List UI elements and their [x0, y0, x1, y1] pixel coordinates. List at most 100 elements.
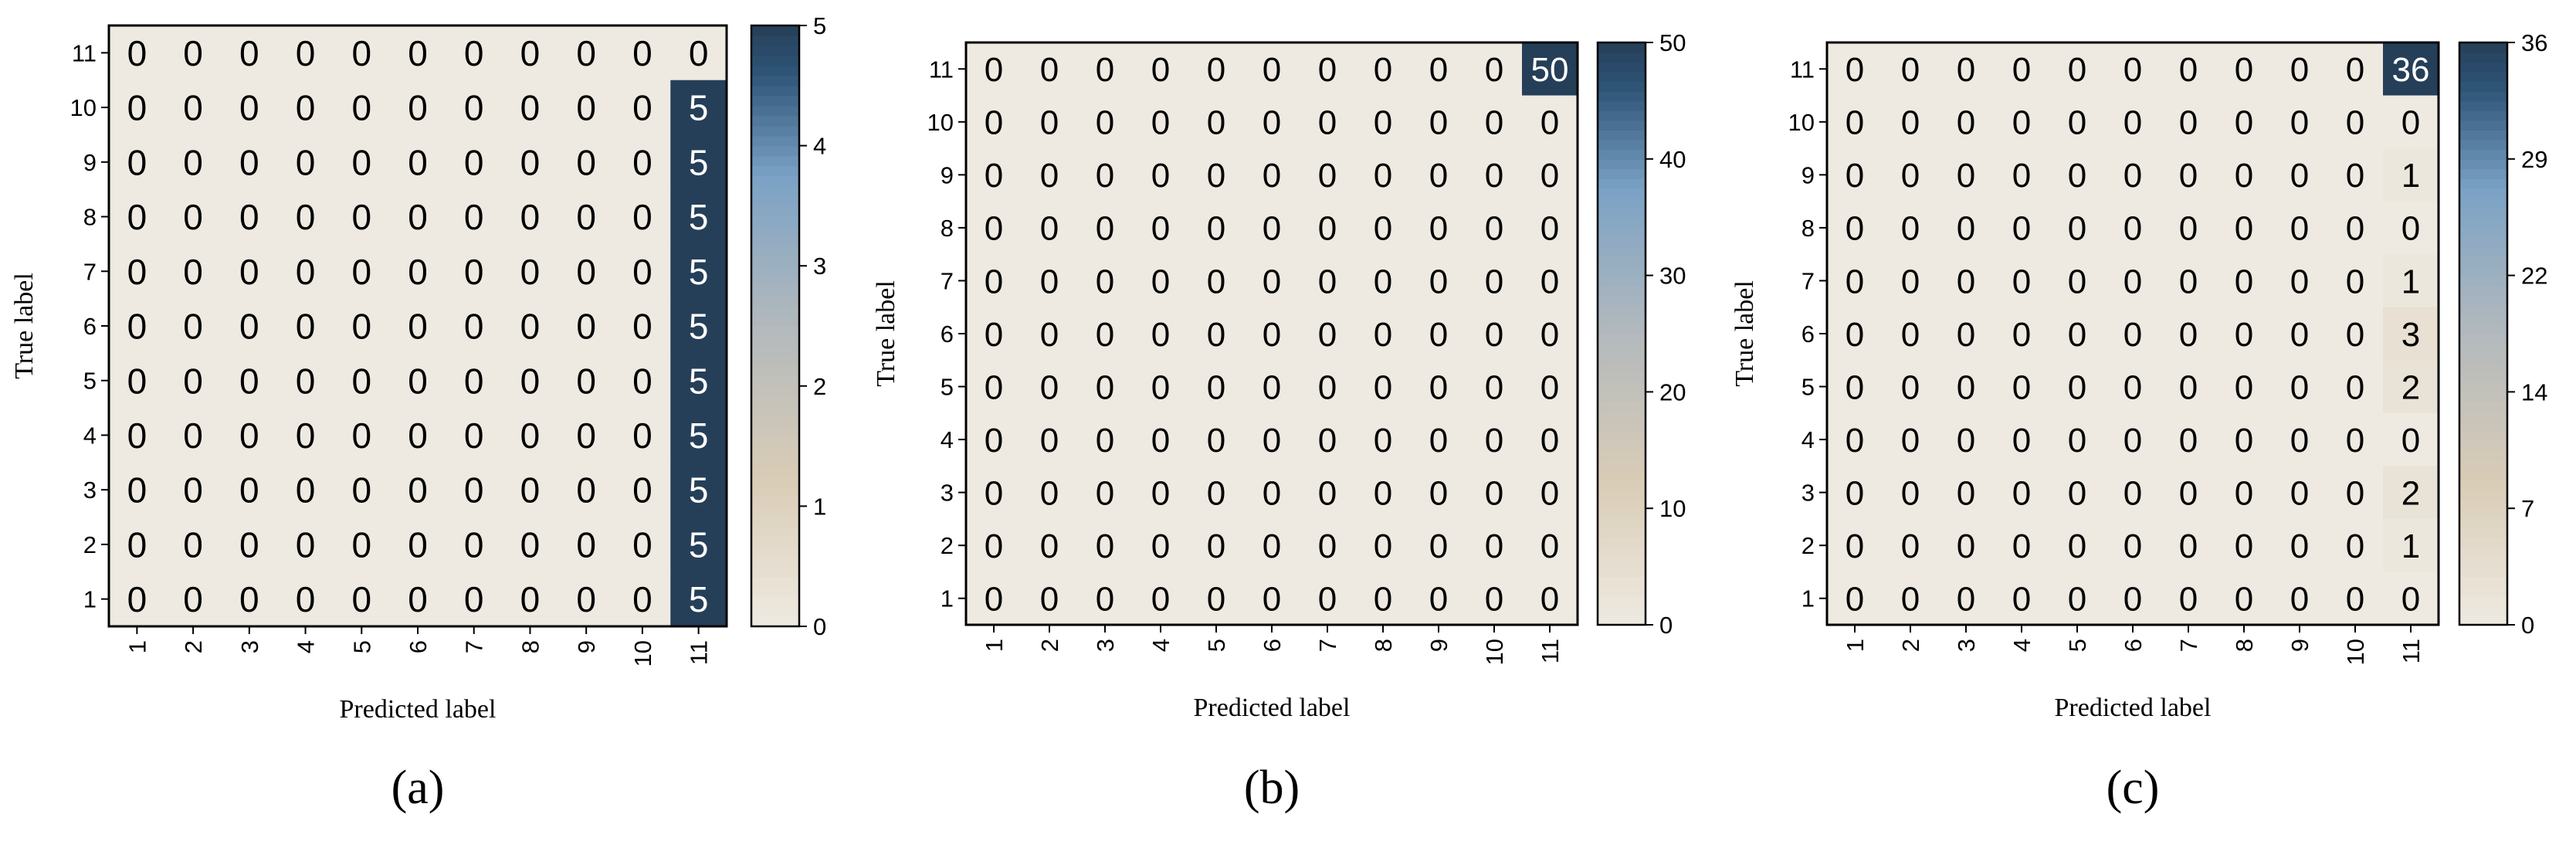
cell-value-label: 0 [1207, 316, 1225, 354]
x-tick-label: 8 [517, 640, 544, 653]
x-tick-label: 7 [2175, 639, 2202, 652]
colorbar-segment [2459, 168, 2507, 179]
colorbar-segment [751, 546, 799, 558]
heatmap-cell [389, 243, 446, 300]
cell-value-label: 0 [985, 51, 1003, 89]
y-tick-label: 2 [1802, 532, 1815, 559]
x-tick-label: 3 [236, 640, 263, 653]
cell-value-label: 0 [1318, 104, 1337, 142]
colorbar-segment [751, 175, 799, 187]
heatmap-cell [2216, 518, 2273, 573]
cell-value-label: 0 [183, 361, 203, 401]
colorbar-segment [2459, 343, 2507, 354]
cell-value-label: 0 [351, 307, 371, 347]
colorbar-segment [1598, 479, 1646, 490]
heatmap-cell [2105, 148, 2161, 202]
colorbar-segment [1598, 178, 1646, 189]
heatmap-cell [2327, 42, 2384, 97]
heatmap-cell [389, 572, 446, 627]
heatmap-cell [2383, 412, 2439, 466]
colorbar-segment [1598, 430, 1646, 442]
colorbar-tick-label: 10 [1659, 495, 1686, 522]
cell-value-label: 0 [1901, 581, 1920, 619]
cell-value-label: 0 [2290, 422, 2309, 460]
cell-value-label: 0 [1957, 368, 1975, 406]
heatmap-cell [221, 189, 278, 245]
cell-value-label: 0 [351, 416, 371, 456]
heatmap-cell [277, 134, 334, 190]
colorbar-segment [2459, 585, 2507, 597]
cell-value-label: 0 [408, 307, 428, 347]
cell-value-label: 0 [1318, 581, 1337, 619]
cell-value-label: 0 [632, 361, 652, 401]
heatmap-cell [2327, 572, 2384, 626]
heatmap-cell [1466, 466, 1523, 520]
cell-value-label: 1 [2401, 263, 2420, 300]
heatmap-cell [1244, 254, 1300, 308]
cell-value-label: 0 [183, 470, 203, 510]
cell-value-label: 0 [1263, 474, 1281, 512]
heatmap-cell [2216, 466, 2273, 520]
cell-value-label: 0 [2290, 104, 2309, 142]
cell-value-label: 0 [2179, 316, 2198, 354]
cell-value-label: 0 [1485, 422, 1503, 460]
heatmap-cell [2272, 412, 2328, 466]
cell-value-label: 5 [689, 142, 709, 182]
cell-value-label: 0 [1040, 527, 1059, 565]
heatmap-cell [164, 408, 222, 463]
cell-value-label: 0 [127, 307, 147, 347]
colorbar-segment [1598, 226, 1646, 238]
heatmap-cell [2383, 201, 2439, 255]
cell-value-label: 0 [2290, 474, 2309, 512]
heatmap-cell [1522, 254, 1578, 308]
cell-value-label: 0 [127, 579, 147, 619]
y-tick-label: 8 [1802, 215, 1815, 242]
heatmap-cell [2049, 148, 2106, 202]
colorbar-frame [1596, 41, 1647, 626]
cell-value-label: 0 [239, 361, 259, 401]
cell-value-label: 0 [1263, 210, 1281, 248]
cell-value-label: 0 [1429, 210, 1448, 248]
heatmap-cell [1994, 518, 2050, 573]
heatmap-cell [2216, 254, 2273, 308]
x-tick-label: 3 [1953, 639, 1980, 652]
heatmap-cell [2216, 360, 2273, 414]
y-tick-label: 11 [1790, 56, 1815, 83]
heatmap-cell [1411, 148, 1467, 202]
colorbar-segment [751, 165, 799, 177]
cell-value-label: 5 [689, 524, 709, 565]
heatmap-cell [670, 572, 727, 627]
heatmap-cell [446, 462, 503, 518]
colorbar-segment [1598, 256, 1646, 266]
x-tick-label: 5 [2064, 639, 2091, 652]
heatmap-cell [1938, 307, 1995, 361]
cell-value-label: 0 [632, 142, 652, 182]
cell-value-label: 0 [2012, 527, 2031, 565]
colorbar-segment [751, 385, 799, 397]
heatmap-cell [1188, 95, 1245, 149]
heatmap-cell [558, 462, 615, 518]
cell-value-label: 0 [2401, 104, 2420, 142]
heatmap-cell [2161, 518, 2217, 573]
cell-value-label: 0 [464, 142, 484, 182]
colorbar-segment [751, 476, 799, 487]
heatmap-cell [1133, 95, 1189, 149]
cell-value-label: 0 [1429, 316, 1448, 354]
heatmap-cell [164, 572, 222, 627]
heatmap-cell [389, 25, 446, 81]
cell-value-label: 0 [2012, 422, 2031, 460]
cell-value-label: 0 [2401, 210, 2420, 248]
cell-value-label: 0 [2290, 51, 2309, 89]
heatmap-cell [164, 80, 222, 136]
heatmap-cell [2216, 307, 2273, 361]
cell-value-label: 0 [1096, 210, 1114, 248]
colorbar-segment [751, 75, 799, 86]
heatmap-cell [1077, 42, 1134, 97]
colorbar-segment [1598, 62, 1646, 73]
colorbar-segment [751, 45, 799, 56]
heatmap-cell [2272, 254, 2328, 308]
heatmap-cell [966, 95, 1022, 149]
heatmap-cell [558, 134, 615, 190]
colorbar-segment [751, 306, 799, 317]
cell-value-label: 0 [464, 579, 484, 619]
